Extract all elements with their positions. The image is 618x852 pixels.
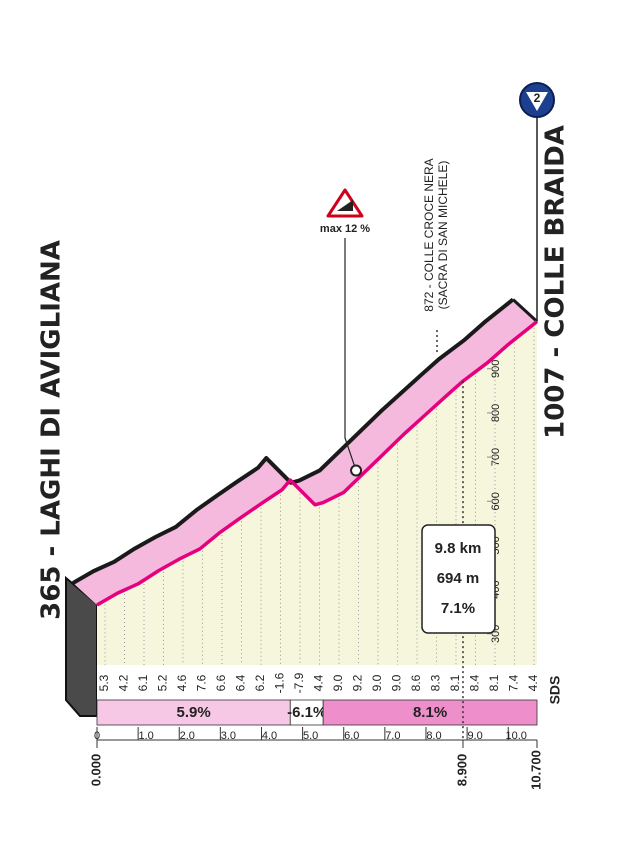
section-label: -6.1% [287,704,326,721]
gradient-label: 8.4 [468,674,482,691]
distance-label: 0.000 [88,754,103,787]
gradient-label: 6.4 [234,674,248,691]
landmark-label: (SACRA DI SAN MICHELE) [436,161,450,310]
gradient-label: 5.3 [97,674,111,691]
y-tick-label: 900 [490,360,502,378]
stats-box [421,524,496,634]
gradient-label: 7.6 [195,674,209,691]
gradient-label: 8.1 [448,674,462,691]
distance-label: 8.900 [454,754,469,787]
x-tick-label: 1.0 [138,730,153,742]
ribbon-edge [71,297,515,585]
max-gradient-marker [350,464,363,477]
finish-category: 2 [534,91,541,105]
section-label: 5.9% [177,704,211,721]
x-tick-label: 10.0 [506,730,527,742]
y-tick-label: 700 [490,448,502,466]
section-label: 8.1% [413,704,447,721]
stat: 694 m [437,570,480,587]
ribbon-edge [511,298,539,323]
section-bar [322,699,538,726]
x-tick-label: 6.0 [344,730,359,742]
y-tick-label: 600 [490,492,502,510]
gradient-label: 9.0 [390,674,404,691]
landmark-label: 872 - COLLE CROCE NERA [422,158,436,311]
stat: 7.1% [441,600,475,617]
gradient-label: 9.0 [370,674,384,691]
warning-sign [326,188,364,218]
gradient-label: -7.9 [292,672,306,693]
distance-label: 10.700 [528,750,543,790]
start-label: 365 - LAGHI DI AVIGLIANA [37,240,67,620]
x-tick-label: 5.0 [303,730,318,742]
x-tick-label: 0 [94,730,100,742]
gradient-label: -1.6 [273,672,287,693]
gradient-label: 8.1 [487,674,501,691]
finish-icon-triangle [526,92,548,111]
finish-label: 1007 - COLLE BRAIDA [541,125,571,439]
profile-line [96,320,539,607]
stat: 9.8 km [435,540,482,557]
gradient-label: 8.6 [409,674,423,691]
gradient-label: 6.2 [253,674,267,691]
gradient-label: 5.2 [156,674,170,691]
gradient-label: 6.6 [214,674,228,691]
max-gradient-label: max 12 % [320,223,370,235]
gradient-label: 4.2 [117,674,131,691]
gradient-label: 9.0 [331,674,345,691]
max-gradient-line [344,238,357,471]
x-tick-label: 3.0 [221,730,236,742]
brand: SDS [547,676,563,705]
gradient-label: 4.4 [312,674,326,691]
gradient-label: 8.3 [429,674,443,691]
y-tick-label: 800 [490,404,502,422]
gradient-label: 4.6 [175,674,189,691]
warning-icon [337,200,353,211]
section-bar [289,699,324,726]
x-tick-label: 7.0 [385,730,400,742]
gradient-label: 7.4 [507,674,521,691]
gradient-label: 6.1 [136,674,150,691]
gradient-label: 9.2 [351,674,365,691]
x-tick-label: 9.0 [467,730,482,742]
gradient-label: 4.4 [526,674,540,691]
x-tick-label: 8.0 [426,730,441,742]
x-tick-label: 2.0 [180,730,195,742]
x-tick-label: 4.0 [262,730,277,742]
